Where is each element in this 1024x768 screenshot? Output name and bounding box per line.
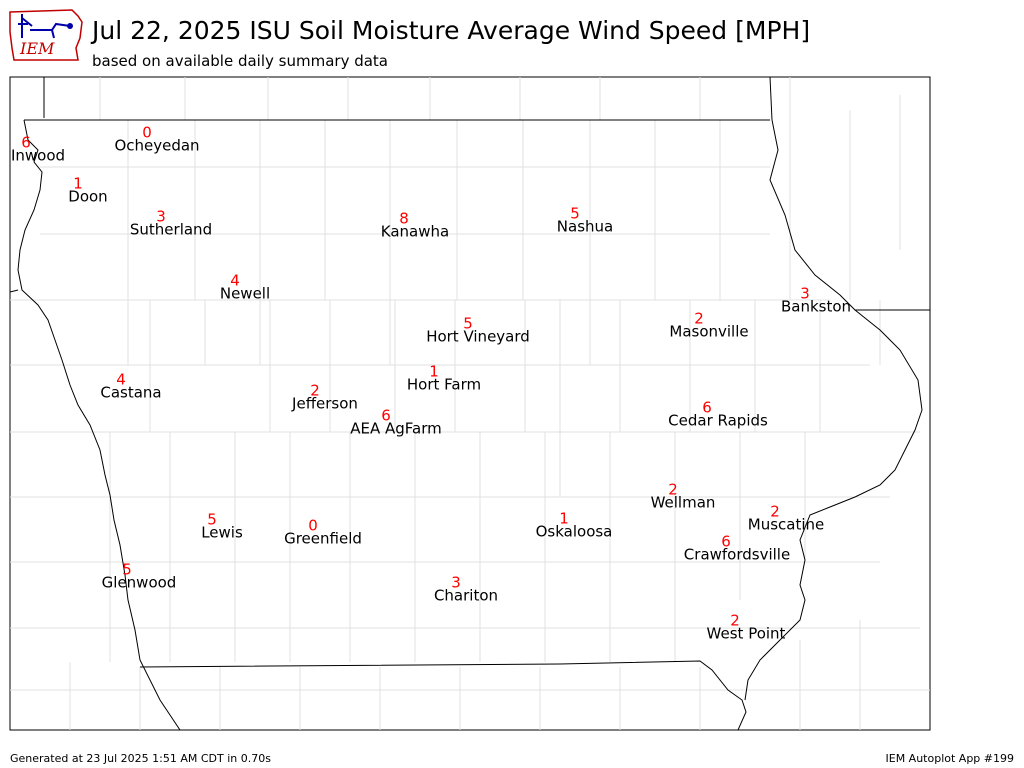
station-value: 4 [230, 272, 240, 290]
station-name: Lewis [201, 524, 243, 542]
map-frame [9, 76, 931, 731]
station-name: Hort Farm [407, 376, 481, 394]
station-name: AEA AgFarm [350, 420, 442, 438]
station-value: 1 [73, 175, 83, 193]
station-value: 2 [694, 310, 704, 328]
station-name: Inwood [11, 147, 65, 165]
station-value: 3 [800, 285, 810, 303]
station-name: Castana [100, 384, 161, 402]
station-name: Jefferson [291, 395, 358, 413]
station-name: Sutherland [130, 221, 212, 239]
station-value: 5 [122, 561, 132, 579]
station-value: 5 [570, 205, 580, 223]
station-value: 5 [207, 511, 217, 529]
station-name: Glenwood [102, 574, 177, 592]
state-borders [10, 77, 930, 730]
station-name: Bankston [781, 298, 851, 316]
station-name: Greenfield [284, 530, 362, 548]
page-subtitle: based on available daily summary data [92, 52, 389, 70]
station-name: Doon [68, 188, 107, 206]
station-name: Kanawha [381, 223, 449, 241]
station-name: Chariton [434, 587, 498, 605]
logo-text: IEM [19, 39, 55, 58]
station-value: 1 [429, 363, 439, 381]
station-value: 1 [559, 510, 569, 528]
station-value: 4 [116, 371, 126, 389]
county-borders [10, 77, 930, 730]
station-layer: 6Inwood0Ocheyedan1Doon3Sutherland8Kanawh… [11, 124, 851, 643]
generated-timestamp: Generated at 23 Jul 2025 1:51 AM CDT in … [10, 752, 271, 765]
station-value: 6 [721, 533, 731, 551]
station-name: Masonville [669, 323, 748, 341]
station-name: Oskaloosa [536, 523, 613, 541]
station-value: 3 [451, 574, 461, 592]
station-name: Hort Vineyard [426, 328, 530, 346]
station-name: West Point [707, 625, 786, 643]
station-value: 3 [156, 208, 166, 226]
station-value: 6 [381, 407, 391, 425]
station-value: 8 [399, 210, 409, 228]
station-value: 6 [21, 134, 31, 152]
station-name: Cedar Rapids [668, 412, 768, 430]
station-value: 6 [702, 399, 712, 417]
station-name: Ocheyedan [114, 137, 199, 155]
station-value: 5 [463, 315, 473, 333]
station-name: Crawfordsville [684, 546, 790, 564]
station-name: Muscatine [748, 516, 825, 534]
station-name: Newell [220, 285, 270, 303]
station-value: 0 [308, 517, 318, 535]
station-value: 2 [730, 612, 740, 630]
station-name: Nashua [557, 218, 613, 236]
iem-logo: IEM [9, 9, 83, 61]
page-title: Jul 22, 2025 ISU Soil Moisture Average W… [92, 16, 811, 45]
station-value: 2 [668, 481, 678, 499]
station-value: 0 [142, 124, 152, 142]
app-label: IEM Autoplot App #199 [885, 752, 1015, 765]
station-value: 2 [310, 382, 320, 400]
station-value: 2 [770, 503, 780, 521]
station-name: Wellman [651, 494, 716, 512]
